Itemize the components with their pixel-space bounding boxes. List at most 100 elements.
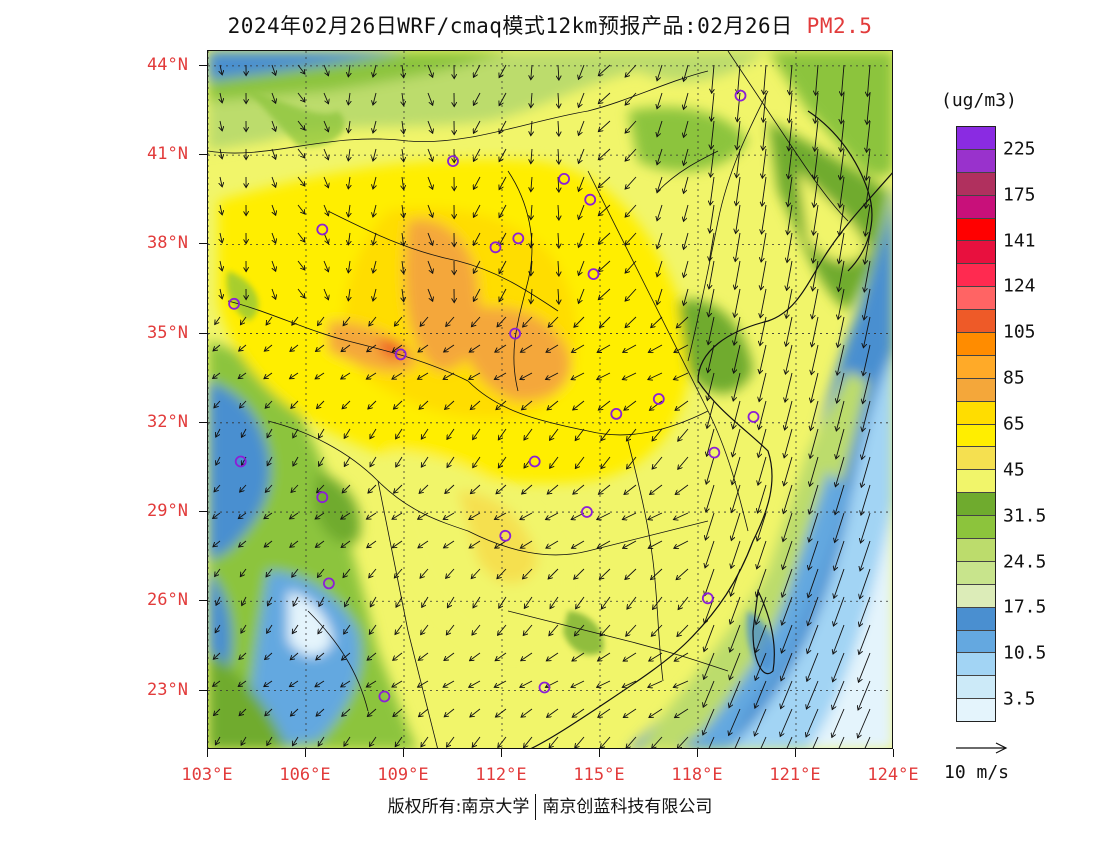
wind-arrow: [369, 568, 377, 578]
wind-arrow: [597, 512, 611, 520]
wind-arrow: [392, 372, 403, 379]
copyright-owner: 版权所有:南京大学: [387, 797, 530, 817]
wind-arrow: [841, 120, 845, 152]
lon-tick-label: 106°E: [279, 765, 331, 785]
wind-arrow: [839, 204, 845, 236]
wind-arrow: [264, 344, 273, 351]
wind-arrow: [858, 708, 871, 738]
wind-arrow: [348, 232, 350, 245]
wind-arrow: [367, 708, 377, 717]
colorbar-bin: [957, 607, 995, 631]
wind-arrow: [657, 64, 663, 81]
wind-arrow: [736, 204, 741, 234]
wind-arrow: [373, 92, 376, 105]
wind-arrow: [578, 232, 585, 247]
wind-arrow: [678, 456, 689, 469]
city-station-marker: [228, 297, 241, 310]
wind-arrow: [763, 120, 767, 150]
city-station-marker: [316, 491, 329, 504]
wind-arrow: [545, 680, 559, 687]
wind-arrow: [575, 428, 585, 441]
wind-arrow: [402, 92, 404, 106]
wind-arrow: [711, 120, 715, 149]
colorbar-bin: [957, 287, 995, 311]
wind-arrow: [531, 204, 532, 220]
wind-arrow: [494, 372, 507, 380]
wind-arrow: [395, 736, 403, 747]
wind-arrow: [472, 736, 481, 747]
wind-arrow: [523, 624, 533, 636]
wind-arrow: [470, 652, 481, 661]
colorbar-bin: [957, 699, 995, 722]
wind-arrow: [598, 288, 611, 300]
wind-arrow: [575, 456, 585, 469]
wind-arrow: [709, 288, 715, 317]
wind-arrow: [578, 176, 585, 191]
wind-arrow: [402, 120, 404, 134]
copyright-divider: [535, 794, 537, 820]
wind-arrow: [499, 176, 507, 190]
wind-arrow: [220, 260, 222, 271]
wind-arrow: [446, 624, 455, 635]
wind-arrow: [625, 232, 637, 245]
wind-arrow: [755, 652, 767, 680]
wind-arrow: [601, 428, 611, 441]
city-station-marker: [708, 446, 721, 459]
wind-arrow: [863, 344, 871, 376]
wind-arrow: [625, 568, 637, 580]
wind-arrow: [598, 232, 611, 244]
wind-arrow: [238, 372, 247, 379]
colorbar-bin: [957, 584, 995, 608]
wind-arrow: [342, 708, 351, 716]
wind-arrow: [598, 92, 611, 104]
wind-arrow: [495, 708, 507, 717]
wind-arrow: [673, 512, 689, 520]
wind-arrow: [265, 484, 273, 492]
wind-arrow: [841, 92, 845, 124]
wind-arrow: [859, 624, 871, 654]
wind-arrow: [323, 92, 329, 104]
wind-arrow: [558, 260, 559, 276]
wind-arrow: [600, 624, 611, 636]
wind-arrow: [684, 176, 689, 193]
wind-arrow: [816, 64, 819, 95]
wind-arrow: [373, 260, 376, 273]
wind-arrow: [266, 568, 273, 577]
wind-arrow: [762, 204, 767, 234]
wind-arrow: [394, 484, 403, 493]
wind-arrow: [373, 176, 376, 189]
colorbar-bin: [957, 493, 995, 517]
wind-arrow: [790, 64, 793, 95]
wind-arrow: [241, 624, 247, 633]
wind-arrow: [267, 736, 273, 746]
wind-arrow: [622, 680, 637, 687]
wind-arrow: [648, 680, 663, 687]
wind-arrow: [520, 680, 533, 687]
wind-arrow: [370, 456, 377, 467]
wind-arrow: [859, 596, 871, 627]
wind-arrow: [576, 596, 585, 609]
colorbar-bin: [957, 653, 995, 677]
wind-arrow: [781, 680, 793, 709]
wind-arrow: [623, 540, 637, 548]
wind-arrow: [213, 512, 221, 519]
wind-arrow: [323, 148, 329, 160]
wind-arrow: [784, 428, 793, 458]
wind-arrow: [241, 736, 247, 745]
colorbar-tick-label: 31.5: [1003, 505, 1047, 527]
wind-arrow: [867, 64, 870, 96]
city-station-marker: [734, 89, 747, 102]
wind-arrow: [473, 92, 481, 105]
wind-arrow: [495, 540, 507, 548]
wind-arrow: [531, 288, 532, 304]
wind-arrow: [470, 400, 481, 410]
wind-arrow: [677, 624, 689, 637]
wind-arrow: [316, 708, 325, 716]
wind-arrow: [571, 372, 585, 380]
wind-arrow: [521, 652, 533, 661]
wind-arrow: [531, 64, 532, 80]
wind-arrow: [264, 680, 273, 687]
wind-arrow: [402, 148, 404, 162]
wind-arrow: [546, 344, 559, 352]
wind-arrow: [812, 288, 819, 319]
